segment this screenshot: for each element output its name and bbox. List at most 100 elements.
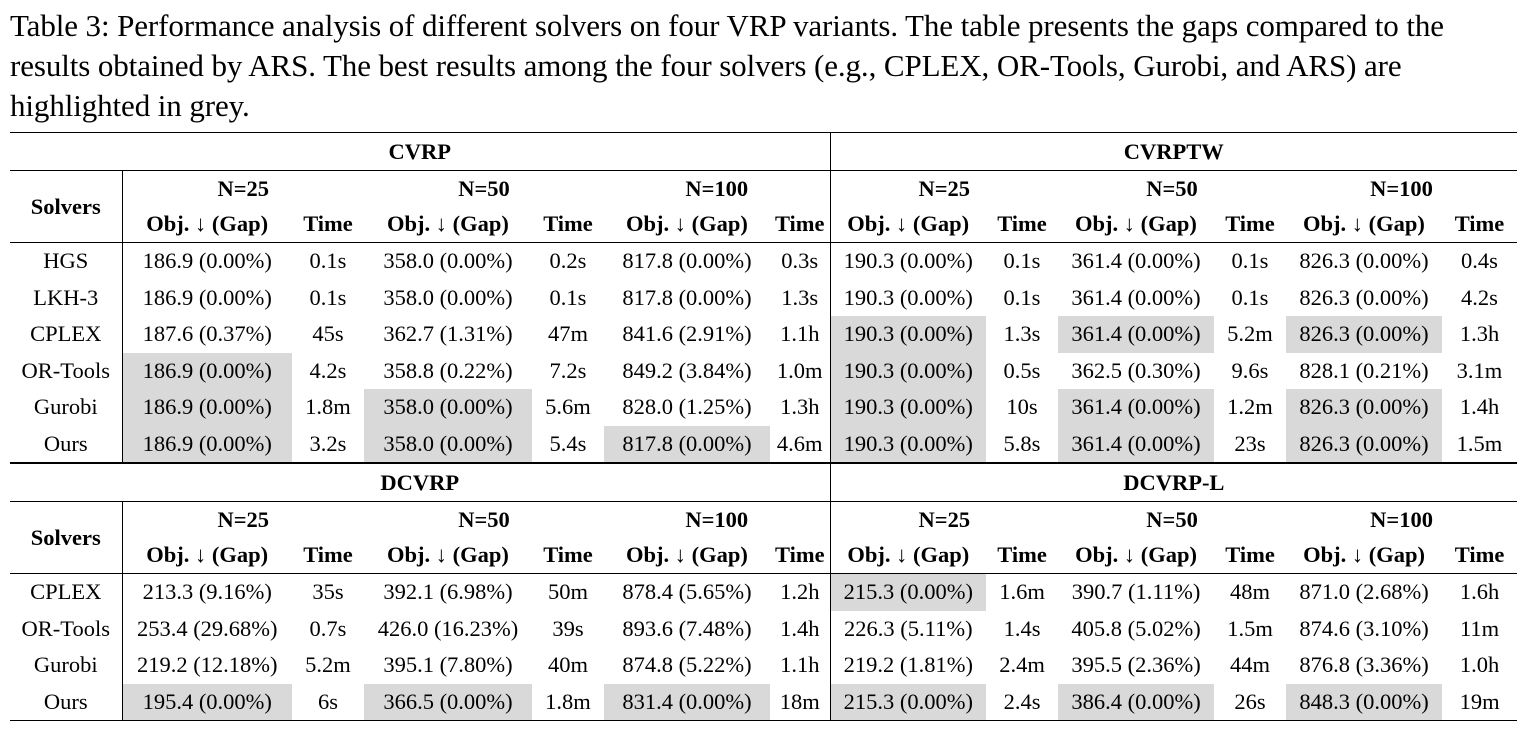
obj-gap-cell: 190.3 (0.00%) bbox=[843, 284, 973, 310]
time-cell: 0.2s bbox=[549, 248, 587, 274]
size-header: N=25 bbox=[217, 506, 270, 532]
time-cell: 1.3h bbox=[1459, 321, 1500, 347]
obj-gap-cell: 841.6 (2.91%) bbox=[622, 321, 752, 347]
obj-gap-cell: 876.8 (3.36%) bbox=[1299, 652, 1429, 678]
obj-gap-cell: 186.9 (0.00%) bbox=[122, 389, 292, 426]
obj-gap-header: Obj. ↓ (Gap) bbox=[146, 542, 269, 567]
size-header: N=50 bbox=[458, 175, 510, 201]
size-header: N=100 bbox=[604, 501, 831, 537]
obj-gap-cell: 386.4 (0.00%) bbox=[1058, 683, 1215, 721]
time-cell: 5.8s bbox=[1003, 430, 1041, 456]
obj-gap-cell: 826.3 (0.00%) bbox=[1286, 425, 1442, 463]
size-header: N=25 bbox=[918, 175, 971, 201]
obj-gap-cell: 392.1 (6.98%) bbox=[383, 579, 513, 605]
time-cell: 40m bbox=[547, 652, 588, 678]
time-cell: 9.6s bbox=[1231, 357, 1269, 383]
obj-gap-cell: 826.3 (0.00%) bbox=[1299, 248, 1429, 274]
obj-gap-cell: 190.3 (0.00%) bbox=[830, 425, 986, 463]
time-header: Time bbox=[1225, 542, 1275, 567]
obj-gap-cell: 358.0 (0.00%) bbox=[364, 425, 532, 463]
time-cell: 26s bbox=[1234, 688, 1266, 714]
results-table-dcvrp-dcvrpl: DCVRP DCVRP-L Solvers N=25 N=50 N=100 N=… bbox=[10, 463, 1518, 721]
time-cell: 4.2s bbox=[309, 357, 347, 383]
obj-gap-header: Obj. ↓ (Gap) bbox=[626, 542, 748, 567]
variant-header-left: DCVRP bbox=[10, 463, 831, 502]
obj-gap-cell: 186.9 (0.00%) bbox=[122, 352, 292, 389]
solver-name-cell: Ours bbox=[10, 425, 123, 463]
obj-gap-cell: 190.3 (0.00%) bbox=[830, 316, 986, 353]
time-cell: 1.3s bbox=[770, 279, 831, 316]
time-cell: 1.5m bbox=[1227, 615, 1273, 641]
obj-gap-cell: 848.3 (0.00%) bbox=[1286, 683, 1443, 721]
size-header: N=100 bbox=[604, 170, 831, 206]
time-cell: 5.2m bbox=[305, 652, 351, 678]
time-cell: 47m bbox=[547, 321, 588, 347]
obj-gap-header: Obj. ↓ (Gap) bbox=[847, 211, 970, 236]
time-cell: 18m bbox=[770, 683, 831, 721]
time-cell: 1.8m bbox=[305, 394, 351, 420]
time-cell: 1.4h bbox=[1459, 394, 1500, 420]
time-cell: 5.2m bbox=[1227, 321, 1273, 347]
time-cell: 2.4m bbox=[999, 652, 1045, 678]
solver-name-cell: OR-Tools bbox=[10, 610, 123, 647]
obj-gap-cell: 195.4 (0.00%) bbox=[122, 683, 292, 721]
obj-gap-header: Obj. ↓ (Gap) bbox=[1075, 542, 1197, 567]
obj-gap-cell: 828.1 (0.21%) bbox=[1299, 357, 1429, 383]
obj-gap-header: Obj. ↓ (Gap) bbox=[626, 211, 748, 236]
time-cell: 0.7s bbox=[309, 615, 347, 641]
obj-gap-cell: 878.4 (5.65%) bbox=[622, 579, 752, 605]
obj-gap-cell: 213.3 (9.16%) bbox=[142, 579, 272, 605]
time-cell: 1.8m bbox=[545, 688, 591, 714]
solver-name-cell: Gurobi bbox=[10, 647, 123, 684]
time-cell: 45s bbox=[312, 321, 344, 347]
time-cell: 1.6m bbox=[999, 579, 1045, 605]
time-cell: 19m bbox=[1459, 688, 1500, 714]
obj-gap-cell: 361.4 (0.00%) bbox=[1058, 389, 1214, 426]
obj-gap-cell: 361.4 (0.00%) bbox=[1058, 316, 1214, 353]
time-cell: 35s bbox=[312, 579, 344, 605]
obj-gap-header: Obj. ↓ (Gap) bbox=[847, 542, 970, 567]
time-cell: 1.5m bbox=[1456, 430, 1503, 456]
obj-gap-cell: 849.2 (3.84%) bbox=[622, 357, 752, 383]
time-cell: 1.4h bbox=[770, 610, 831, 647]
time-cell: 48m bbox=[1230, 579, 1271, 605]
size-header: N=100 bbox=[1370, 175, 1433, 201]
results-table-cvrp-cvrptw: CVRP CVRPTW Solvers N=25 N=50 N=100 N=25… bbox=[10, 132, 1517, 463]
obj-gap-cell: 361.4 (0.00%) bbox=[1071, 284, 1201, 310]
table-row: OR-Tools 186.9 (0.00%) 4.2s 358.8 (0.22%) 7.… bbox=[10, 352, 1517, 389]
time-cell: 4.6m bbox=[770, 425, 831, 463]
obj-gap-cell: 826.3 (0.00%) bbox=[1299, 284, 1429, 310]
table-row: Ours 195.4 (0.00%) 6s 366.5 (0.00%) 1.8m 831.… bbox=[10, 683, 1518, 721]
obj-gap-cell: 817.8 (0.00%) bbox=[622, 284, 752, 310]
time-cell: 1.2m bbox=[1227, 394, 1273, 420]
time-header: Time bbox=[997, 542, 1047, 567]
time-cell: 2.4s bbox=[1003, 688, 1041, 714]
obj-gap-cell: 817.8 (0.00%) bbox=[604, 425, 770, 463]
obj-gap-cell: 874.8 (5.22%) bbox=[622, 652, 752, 678]
time-cell: 39s bbox=[552, 615, 584, 641]
size-header: N=50 bbox=[458, 506, 510, 532]
obj-gap-cell: 219.2 (1.81%) bbox=[843, 652, 973, 678]
obj-gap-header: Obj. ↓ (Gap) bbox=[387, 542, 509, 567]
solver-name-cell: Ours bbox=[10, 683, 123, 721]
obj-gap-cell: 358.0 (0.00%) bbox=[383, 248, 513, 274]
time-header: Time bbox=[1225, 211, 1275, 236]
time-cell: 0.1s bbox=[1003, 248, 1041, 274]
table-row: CPLEX 213.3 (9.16%) 35s 392.1 (6.98%) 50m 878… bbox=[10, 573, 1517, 611]
obj-gap-cell: 215.3 (0.00%) bbox=[830, 683, 987, 721]
table-row: Gurobi 219.2 (12.18%) 5.2m 395.1 (7.80%) 40m… bbox=[10, 647, 1517, 684]
obj-gap-cell: 826.3 (0.00%) bbox=[1286, 389, 1442, 426]
time-cell: 1.3s bbox=[1003, 321, 1041, 347]
time-cell: 1.0h bbox=[1459, 652, 1500, 678]
obj-gap-cell: 366.5 (0.00%) bbox=[364, 683, 532, 721]
solvers-header: Solvers bbox=[10, 501, 123, 574]
time-cell: 0.1s bbox=[309, 284, 347, 310]
obj-gap-cell: 828.0 (1.25%) bbox=[622, 394, 752, 420]
time-cell: 0.3s bbox=[770, 242, 831, 280]
obj-gap-cell: 362.7 (1.31%) bbox=[383, 321, 513, 347]
size-header: N=50 bbox=[1146, 506, 1198, 532]
size-header: N=25 bbox=[217, 175, 270, 201]
obj-gap-cell: 893.6 (7.48%) bbox=[622, 615, 752, 641]
time-cell: 3.2s bbox=[309, 430, 347, 456]
time-cell: 44m bbox=[1230, 652, 1271, 678]
